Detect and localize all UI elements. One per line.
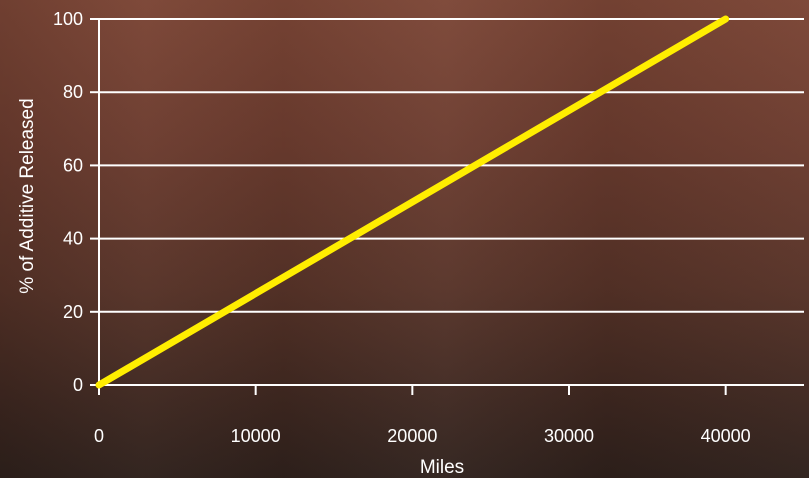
x-tick-label-30000: 30000 (544, 426, 594, 446)
x-axis-ticks: 0 10000 20000 30000 40000 (94, 385, 751, 446)
y-tick-label-80: 80 (63, 82, 83, 102)
y-tick-label-20: 20 (63, 302, 83, 322)
x-tick-label-20000: 20000 (387, 426, 437, 446)
grid-lines (99, 18, 804, 313)
y-tick-label-60: 60 (63, 155, 83, 175)
y-tick-label-0: 0 (73, 375, 83, 395)
y-tick-label-40: 40 (63, 229, 83, 249)
x-tick-label-40000: 40000 (701, 426, 751, 446)
axes (98, 19, 804, 395)
y-axis-title: % of Additive Released (17, 98, 38, 293)
x-tick-label-0: 0 (94, 426, 104, 446)
y-tick-label-100: 100 (53, 9, 83, 29)
data-series (95, 15, 730, 389)
series-line-0 (95, 15, 730, 389)
x-axis-title: Miles (420, 457, 464, 478)
y-axis-ticks: 0 20 40 60 80 100 (53, 9, 99, 395)
x-tick-label-10000: 10000 (231, 426, 281, 446)
